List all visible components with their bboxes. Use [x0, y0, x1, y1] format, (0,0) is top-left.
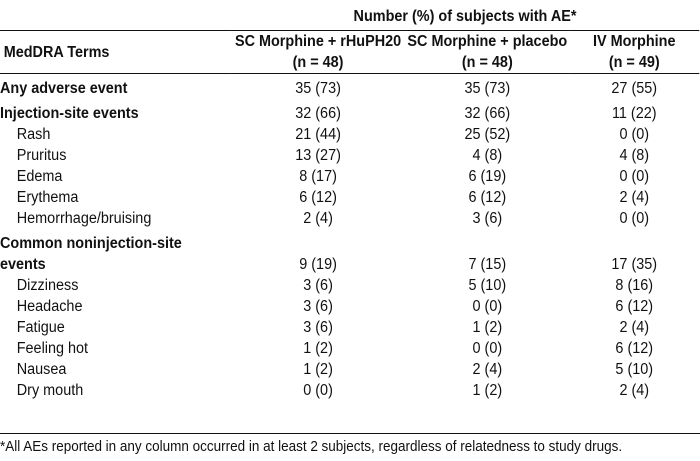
cell-value: 3 (6) — [303, 319, 333, 336]
table-row: Injection-site events 32 (66) 32 (66) 11… — [0, 103, 699, 124]
cell-value: 6 (12) — [615, 340, 654, 357]
cell-value: 0 (0) — [619, 210, 650, 227]
cell-value: 35 (73) — [295, 80, 341, 97]
cell-value: 4 (8) — [472, 147, 503, 164]
cell-value: 0 (0) — [303, 382, 333, 399]
cell-value: 2 (4) — [619, 189, 650, 206]
row-term: Erythema — [16, 189, 79, 206]
footnote-rule — [0, 433, 700, 434]
cell-value: 0 (0) — [619, 126, 650, 143]
cell-value: 7 (15) — [468, 256, 507, 273]
cell-value: 5 (10) — [468, 277, 507, 294]
cell-value: 17 (35) — [611, 256, 658, 273]
span-header-row: Number (%) of subjects with AE* — [0, 2, 699, 31]
cell-value: 13 (27) — [295, 147, 341, 164]
cell-value: 2 (4) — [472, 361, 503, 378]
row-term: Dry mouth — [16, 382, 84, 399]
cell-value: 5 (10) — [615, 361, 654, 378]
cell-value: 2 (4) — [619, 319, 650, 336]
row-term: Dizziness — [16, 277, 79, 294]
cell-value: 35 (73) — [464, 80, 511, 97]
cell-value: 4 (8) — [619, 147, 650, 164]
cell-value: 1 (2) — [303, 361, 333, 378]
table-row: Hemorrhage/bruising 2 (4) 3 (6) 0 (0) — [0, 208, 699, 229]
adverse-events-table: Number (%) of subjects with AE* MedDRA T… — [0, 2, 700, 401]
table-row: Nausea 1 (2) 2 (4) 5 (10) — [0, 359, 699, 380]
row-term: Rash — [16, 126, 51, 143]
cell-value: 2 (4) — [303, 210, 333, 227]
cell-value: 32 (66) — [295, 105, 341, 122]
col-header-iv: IV Morphine — [569, 30, 700, 52]
cell-value: 0 (0) — [619, 168, 650, 185]
col-n-iv: (n = 49) — [608, 54, 660, 71]
cell-value: 21 (44) — [295, 126, 341, 143]
row-term: Headache — [16, 298, 83, 315]
cell-value: 3 (6) — [472, 210, 503, 227]
table-row: Pruritus 13 (27) 4 (8) 4 (8) — [0, 145, 699, 166]
col-n-sc-rhuph20: (n = 48) — [292, 54, 344, 71]
table-row: Dry mouth 0 (0) 1 (2) 2 (4) — [0, 380, 699, 401]
cell-value: 6 (19) — [468, 168, 507, 185]
table-row: Common noninjection-site events 9 (19) 7… — [0, 233, 699, 275]
table-row: Any adverse event 35 (73) 35 (73) 27 (55… — [0, 78, 699, 99]
span-header: Number (%) of subjects with AE* — [353, 7, 577, 25]
row-term: Pruritus — [16, 147, 67, 164]
cell-value: 0 (0) — [472, 298, 503, 315]
table-row: Fatigue 3 (6) 1 (2) 2 (4) — [0, 317, 699, 338]
row-term: Feeling hot — [16, 340, 89, 357]
table-row: Erythema 6 (12) 6 (12) 2 (4) — [0, 187, 699, 208]
cell-value: 6 (12) — [468, 189, 507, 206]
row-term: Nausea — [16, 361, 67, 378]
table-row: Headache 3 (6) 0 (0) 6 (12) — [0, 296, 699, 317]
cell-value: 32 (66) — [464, 105, 511, 122]
cell-value: 6 (12) — [615, 298, 654, 315]
cell-value: 2 (4) — [619, 382, 650, 399]
cell-value: 25 (52) — [464, 126, 511, 143]
col-n-sc-placebo: (n = 48) — [461, 54, 513, 71]
row-term: Fatigue — [16, 319, 65, 336]
cell-value: 3 (6) — [303, 298, 333, 315]
table-row: Rash 21 (44) 25 (52) 0 (0) — [0, 124, 699, 145]
table-row: Feeling hot 1 (2) 0 (0) 6 (12) — [0, 338, 699, 359]
cell-value: 11 (22) — [611, 105, 657, 122]
cell-value: 6 (12) — [299, 189, 337, 206]
term-header: MedDRA Terms — [0, 30, 231, 74]
row-term: Edema — [16, 168, 63, 185]
row-term: Common noninjection-site events — [0, 235, 182, 273]
cell-value: 9 (19) — [299, 256, 337, 273]
footnote: *All AEs reported in any column occurred… — [0, 439, 623, 455]
row-term: Any adverse event — [0, 80, 128, 97]
column-header-row: MedDRA Terms SC Morphine + rHuPH20 SC Mo… — [0, 30, 700, 74]
cell-value: 8 (17) — [299, 168, 337, 185]
row-term: Injection-site events — [0, 105, 139, 122]
table-row: Dizziness 3 (6) 5 (10) 8 (16) — [0, 275, 699, 296]
column-n-row: (n = 48) (n = 48) (n = 49) — [0, 52, 699, 74]
cell-value: 8 (16) — [615, 277, 654, 294]
col-header-sc-placebo: SC Morphine + placebo — [405, 30, 570, 52]
cell-value: 0 (0) — [472, 340, 503, 357]
cell-value: 3 (6) — [303, 277, 333, 294]
cell-value: 1 (2) — [303, 340, 333, 357]
row-term: Hemorrhage/bruising — [16, 210, 152, 227]
cell-value: 27 (55) — [611, 80, 658, 97]
cell-value: 1 (2) — [472, 382, 503, 399]
cell-value: 1 (2) — [472, 319, 503, 336]
table-row: Edema 8 (17) 6 (19) 0 (0) — [0, 166, 699, 187]
col-header-sc-rhuph20: SC Morphine + rHuPH20 — [230, 30, 406, 52]
